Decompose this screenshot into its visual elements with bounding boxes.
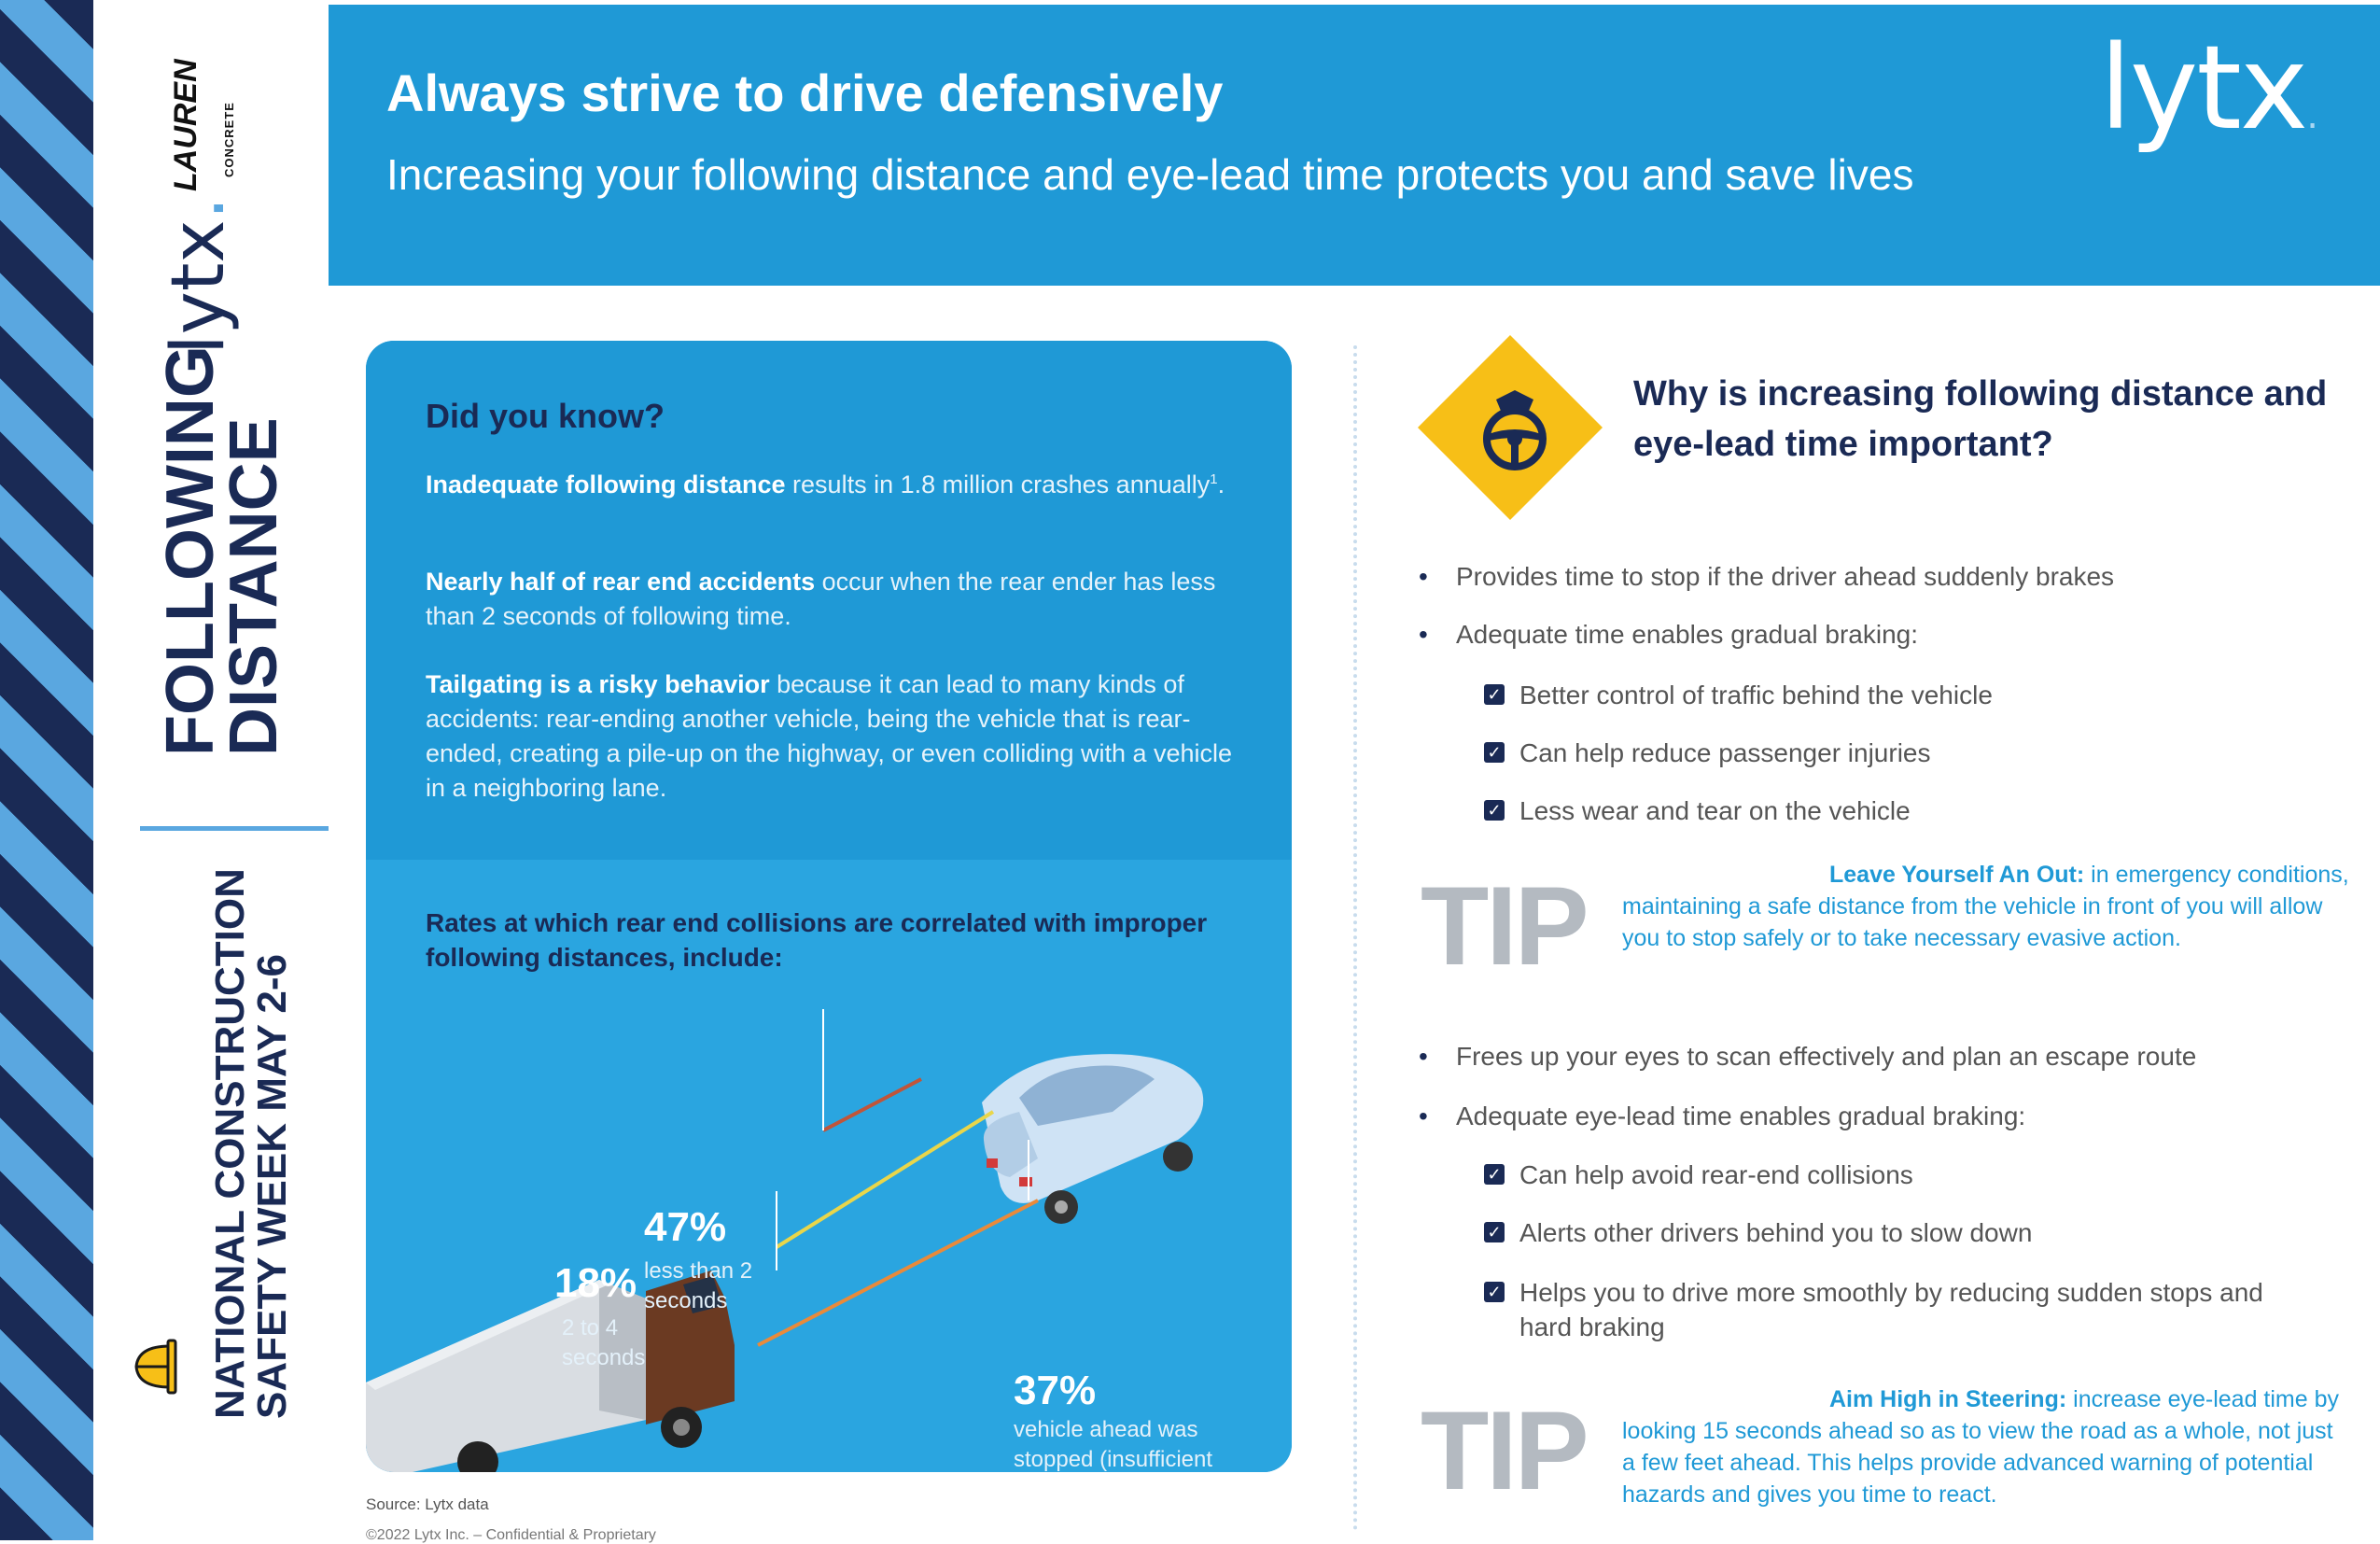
stat-desc-18-line2: seconds	[562, 1345, 645, 1370]
checklist-item: ✓ Helps you to drive more smoothly by red…	[1484, 1275, 2287, 1344]
distance-line-37	[757, 1199, 1039, 1347]
distance-line-18	[775, 1110, 995, 1249]
decorative-stripes	[0, 0, 93, 1540]
checkbox-checked-icon: ✓	[1484, 742, 1505, 763]
why-heading: Why is increasing following distance and…	[1633, 374, 2328, 464]
checklist-item: ✓ Alerts other drivers behind you to slow…	[1484, 1215, 2287, 1250]
did-you-know-card: Did you know? Inadequate following dista…	[366, 341, 1292, 1472]
stat-desc-47-line2: seconds	[644, 1288, 727, 1313]
sidebar-title-line1: FOLLOWING	[153, 345, 228, 756]
checkbox-checked-icon: ✓	[1484, 1282, 1505, 1302]
stat-desc-18-line1: 2 to 4	[562, 1315, 618, 1340]
stat-label-18: 18%	[554, 1260, 637, 1306]
checklist-item: ✓ Can help avoid rear-end collisions	[1484, 1158, 2287, 1192]
stat-label-47: 47%	[644, 1204, 726, 1250]
sidebar-title-line2: DISTANCE	[217, 417, 291, 756]
column-divider	[1353, 345, 1357, 1531]
copyright-note: ©2022 Lytx Inc. – Confidential & Proprie…	[366, 1527, 656, 1543]
checkbox-checked-icon: ✓	[1484, 1164, 1505, 1185]
tip-text-leave-yourself-an-out: Leave Yourself An Out: in emergency cond…	[1622, 862, 2349, 951]
bullet-item: Provides time to stop if the driver ahea…	[1419, 562, 2114, 592]
event-title-line1: NATIONAL CONSTRUCTION	[207, 868, 253, 1419]
checkbox-checked-icon: ✓	[1484, 800, 1505, 821]
checklist-item: ✓ Less wear and tear on the vehicle	[1484, 793, 2287, 828]
tip-text-aim-high-in-steering: Aim High in Steering: increase eye-lead …	[1622, 1386, 2339, 1508]
car-illustration	[982, 1054, 1204, 1224]
lauren-concrete-logo: LAUREN	[168, 59, 203, 191]
event-title-line2: SAFETY WEEK MAY 2-6	[249, 954, 295, 1419]
stat-label-37: 37%	[1014, 1368, 1096, 1413]
bullet-item: Adequate eye-lead time enables gradual b…	[1419, 1102, 2025, 1131]
distance-line-47	[822, 1077, 922, 1132]
fact-following-distance: Inadequate following distance results in…	[426, 470, 1225, 498]
stat-desc-37-line1: vehicle ahead was	[1014, 1417, 1197, 1442]
hard-hat-icon	[134, 1339, 177, 1395]
stat-desc-47-line1: less than 2	[644, 1258, 752, 1284]
lauren-concrete-subtitle: CONCRETE	[222, 102, 236, 177]
stat-desc-37-line2: stopped (insufficient	[1014, 1447, 1212, 1472]
bullet-item: Frees up your eyes to scan effectively a…	[1419, 1042, 2196, 1072]
fact-tailgating: Tailgating is a risky behavior because i…	[426, 670, 1233, 802]
page-subtitle: Increasing your following distance and e…	[386, 150, 1914, 199]
tip-label: TIP	[1421, 863, 1589, 989]
page-title: Always strive to drive defensively	[386, 63, 1224, 122]
checkbox-checked-icon: ✓	[1484, 1222, 1505, 1242]
tip-label: TIP	[1421, 1388, 1589, 1513]
checklist-item: ✓ Better control of traffic behind the ve…	[1484, 678, 2287, 712]
card-heading: Did you know?	[426, 397, 665, 435]
steering-wheel-shield-icon	[1483, 390, 1547, 470]
rates-heading: Rates at which rear end collisions are c…	[426, 908, 1208, 972]
collision-illustration: 47% less than 2 seconds 18% 2 to 4 secon…	[366, 1009, 1212, 1472]
bullet-item: Adequate time enables gradual braking:	[1419, 620, 1918, 650]
sidebar	[93, 0, 329, 1540]
checkbox-checked-icon: ✓	[1484, 684, 1505, 705]
header-lytx-logo: lytx.	[2099, 21, 2318, 156]
sidebar-divider	[140, 826, 329, 831]
sidebar-lytx-logo: lytx.	[157, 196, 241, 355]
checklist-item: ✓ Can help reduce passenger injuries	[1484, 736, 2287, 770]
fact-rear-end-accidents: Nearly half of rear end accidents occur …	[426, 568, 1216, 630]
source-note: Source: Lytx data	[366, 1495, 489, 1513]
truck-illustration	[366, 1270, 735, 1472]
header-banner: Always strive to drive defensively Incre…	[329, 0, 2380, 286]
